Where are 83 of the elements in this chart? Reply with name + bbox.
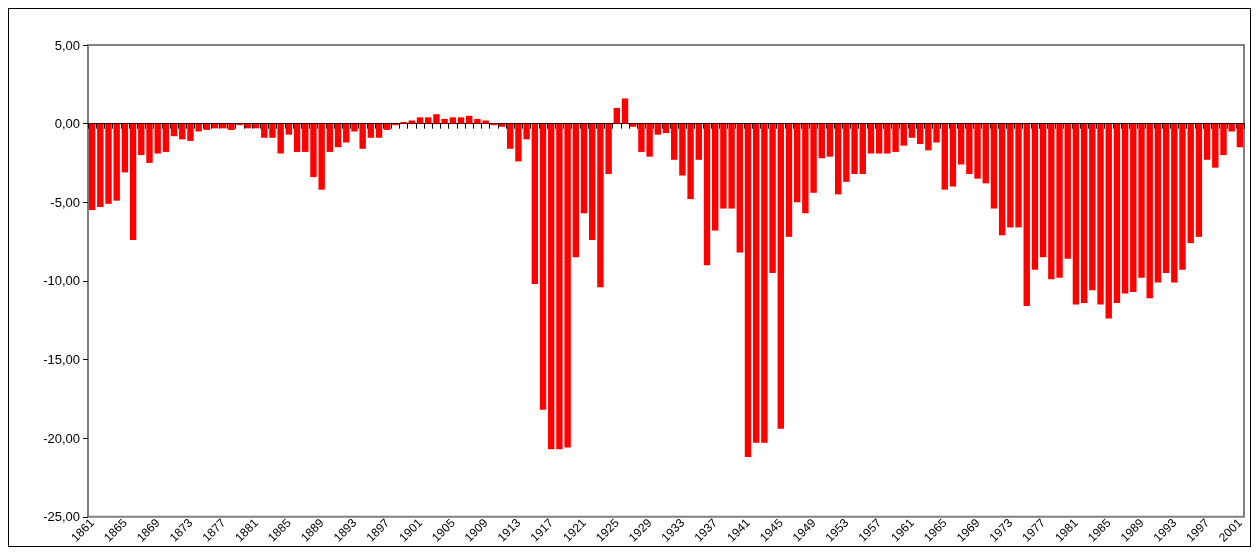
bar xyxy=(129,123,137,240)
bar xyxy=(908,123,916,138)
y-tick-label: 0,00 xyxy=(54,116,80,132)
bar xyxy=(1203,123,1211,160)
bar xyxy=(957,123,965,165)
bar xyxy=(375,123,383,138)
bar xyxy=(572,123,580,258)
bar xyxy=(326,123,334,152)
bar xyxy=(1162,123,1170,274)
bar xyxy=(589,123,596,240)
y-tick-label: 5,00 xyxy=(54,37,80,53)
bar xyxy=(941,123,948,190)
bar xyxy=(826,123,834,157)
bar xyxy=(777,123,784,429)
y-tick-label: -5,00 xyxy=(50,194,80,210)
bar xyxy=(367,123,375,138)
bar xyxy=(613,107,621,124)
bar xyxy=(548,123,555,450)
bar xyxy=(1113,123,1121,303)
bar xyxy=(867,123,875,154)
y-tick-label: -20,00 xyxy=(43,430,80,446)
bar xyxy=(539,123,547,410)
bar xyxy=(466,115,473,124)
bar xyxy=(793,123,801,203)
bar xyxy=(654,123,661,135)
bar xyxy=(736,123,743,253)
bar xyxy=(285,123,293,135)
bar xyxy=(334,123,342,148)
bar xyxy=(507,123,514,149)
bar xyxy=(695,123,702,160)
bar xyxy=(457,117,465,124)
bar xyxy=(711,123,719,231)
bar xyxy=(498,123,506,127)
bar xyxy=(302,123,309,152)
bar xyxy=(671,123,678,160)
bar xyxy=(785,123,793,237)
bar xyxy=(138,123,145,156)
bar xyxy=(449,117,457,124)
bar xyxy=(949,123,957,187)
bar xyxy=(203,123,211,130)
bar xyxy=(261,123,268,138)
bar xyxy=(990,123,998,209)
bar xyxy=(425,117,432,124)
bar xyxy=(416,117,424,124)
bar xyxy=(170,123,178,137)
bar xyxy=(88,123,96,211)
bar xyxy=(1039,123,1047,258)
bar xyxy=(662,123,670,134)
bar xyxy=(1080,123,1088,303)
bar xyxy=(875,123,883,154)
bar xyxy=(384,123,391,130)
bar xyxy=(982,123,989,184)
bar xyxy=(1105,123,1112,319)
bar xyxy=(916,123,924,145)
bar xyxy=(408,120,416,124)
bar xyxy=(998,123,1006,236)
bar xyxy=(1072,123,1080,305)
bar xyxy=(121,123,129,173)
bar xyxy=(752,123,760,443)
bar xyxy=(1031,123,1039,270)
bar xyxy=(293,123,301,152)
bar xyxy=(818,123,825,159)
bar xyxy=(834,123,842,195)
bar xyxy=(1187,123,1194,244)
bar xyxy=(900,123,907,146)
bar xyxy=(630,123,637,127)
bar xyxy=(162,123,170,152)
bar xyxy=(580,123,588,214)
bar xyxy=(859,123,866,174)
bar xyxy=(1146,123,1153,299)
bar xyxy=(1121,123,1129,294)
bar xyxy=(531,123,539,285)
bar xyxy=(703,123,711,266)
y-tick-label: -10,00 xyxy=(43,273,80,289)
bar xyxy=(1154,123,1162,283)
y-tick-label: -15,00 xyxy=(43,352,80,368)
bar xyxy=(1195,123,1203,237)
bar xyxy=(621,98,629,124)
bar xyxy=(97,123,104,207)
bar xyxy=(1023,123,1030,307)
bar xyxy=(1236,123,1244,148)
bar xyxy=(744,123,752,457)
bar xyxy=(1064,123,1071,259)
